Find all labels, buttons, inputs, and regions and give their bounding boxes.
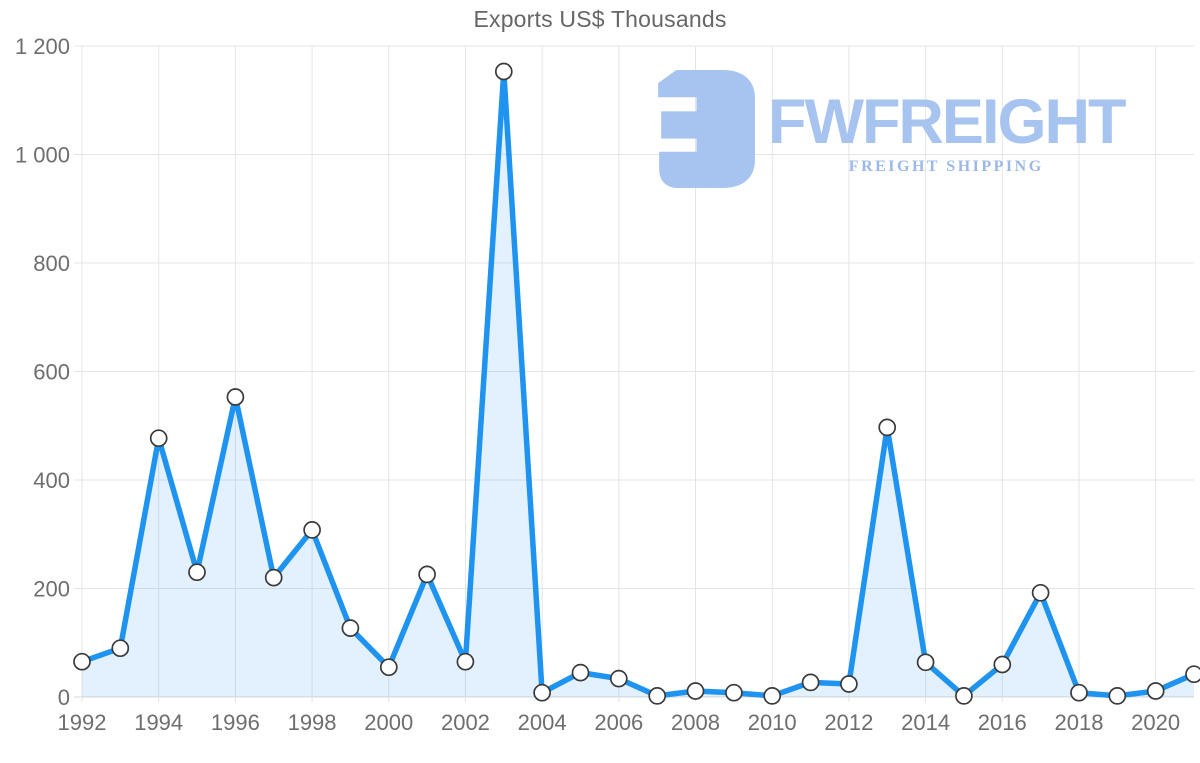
data-point-2001[interactable] xyxy=(418,565,436,584)
x-tick-label-2012: 2012 xyxy=(824,710,873,735)
x-tick-label-1992: 1992 xyxy=(58,710,107,735)
x-tick-label-2014: 2014 xyxy=(901,710,950,735)
data-point-2014[interactable] xyxy=(916,653,935,672)
y-tick-label-600: 600 xyxy=(33,360,70,385)
data-point-2017[interactable] xyxy=(1031,583,1050,602)
data-point-1995[interactable] xyxy=(188,563,206,582)
data-point-2018[interactable] xyxy=(1070,683,1088,702)
x-tick-label-1994: 1994 xyxy=(134,710,183,735)
data-point-2020[interactable] xyxy=(1146,682,1165,700)
data-point-2005[interactable] xyxy=(571,663,590,682)
data-point-2016[interactable] xyxy=(993,655,1012,674)
data-point-1999[interactable] xyxy=(341,619,360,637)
series-line xyxy=(79,68,1197,699)
x-tick-label-2016: 2016 xyxy=(978,710,1027,735)
x-tick-label-1998: 1998 xyxy=(288,710,337,735)
data-point-2015[interactable] xyxy=(955,687,973,705)
data-point-2019[interactable] xyxy=(1108,687,1127,705)
series-area-fill xyxy=(82,71,1194,697)
x-tick-label-2010: 2010 xyxy=(748,710,797,735)
data-point-2002[interactable] xyxy=(456,652,475,671)
data-point-1993[interactable] xyxy=(111,639,130,658)
data-point-1994[interactable] xyxy=(149,429,168,448)
y-tick-label-1000: 1 000 xyxy=(15,143,70,168)
x-tick-label-2018: 2018 xyxy=(1054,710,1103,735)
x-tick-label-2004: 2004 xyxy=(518,710,567,735)
y-tick-label-0: 0 xyxy=(58,685,70,710)
data-point-2006[interactable] xyxy=(609,669,628,688)
y-tick-label-1200: 1 200 xyxy=(15,34,70,59)
data-point-1992[interactable] xyxy=(73,652,91,671)
data-point-2011[interactable] xyxy=(801,673,820,692)
data-point-2009[interactable] xyxy=(725,683,743,702)
data-point-2012[interactable] xyxy=(840,675,858,693)
y-tick-label-200: 200 xyxy=(33,577,70,602)
data-point-1998[interactable] xyxy=(303,521,321,539)
x-tick-label-2000: 2000 xyxy=(364,710,413,735)
x-tick-label-2002: 2002 xyxy=(441,710,490,735)
chart-title: Exports US$ Thousands xyxy=(473,6,727,32)
data-point-2003[interactable] xyxy=(494,62,513,81)
data-point-2000[interactable] xyxy=(379,658,398,677)
y-tick-label-800: 800 xyxy=(33,251,70,276)
y-tick-label-400: 400 xyxy=(33,468,70,493)
data-point-2021[interactable] xyxy=(1185,665,1200,684)
x-tick-label-2006: 2006 xyxy=(594,710,643,735)
data-point-2007[interactable] xyxy=(648,687,667,705)
x-tick-label-2020: 2020 xyxy=(1131,710,1180,735)
data-point-2013[interactable] xyxy=(878,418,897,437)
x-tick-label-1996: 1996 xyxy=(211,710,260,735)
data-point-2004[interactable] xyxy=(533,683,551,702)
data-point-2008[interactable] xyxy=(686,682,705,700)
x-tick-label-2008: 2008 xyxy=(671,710,720,735)
data-point-1997[interactable] xyxy=(264,568,283,587)
data-point-1996[interactable] xyxy=(226,388,245,406)
data-point-2010[interactable] xyxy=(763,687,782,705)
